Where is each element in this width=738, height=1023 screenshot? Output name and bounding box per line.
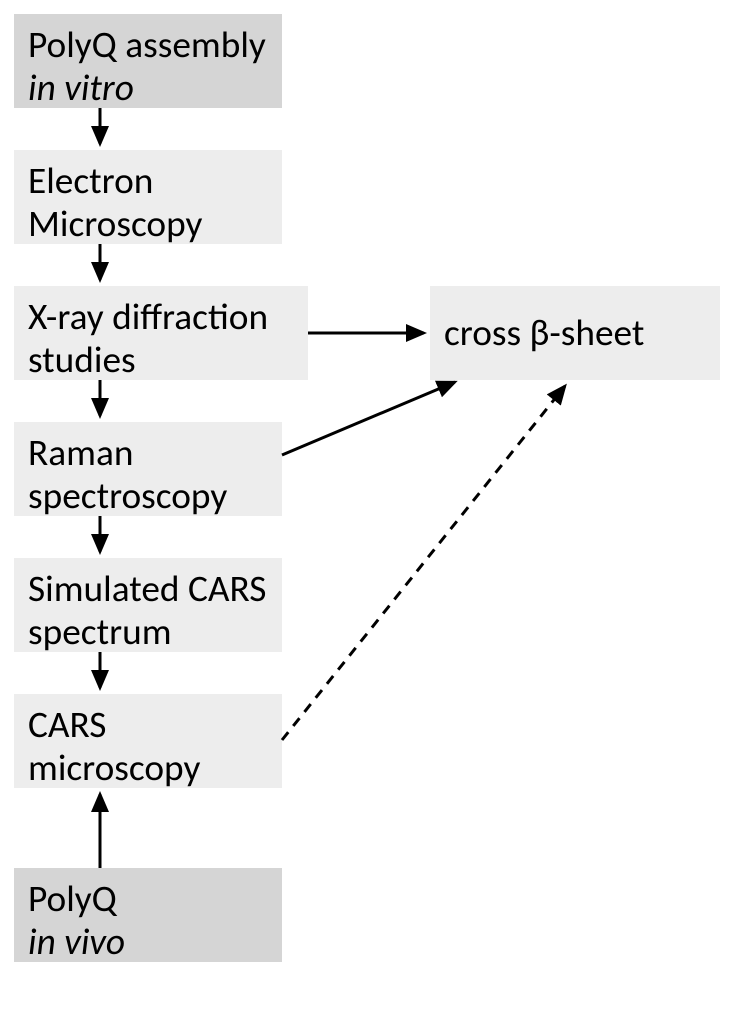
node-label-line1: X-ray diffraction (28, 294, 268, 340)
node-raman-spectroscopy: Raman spectroscopy (14, 422, 282, 516)
node-label-line2: in vivo (28, 919, 125, 965)
node-label-line1: CARS (28, 702, 106, 748)
node-cross-beta-sheet: cross β-sheet (430, 286, 720, 380)
node-label-line2: studies (28, 337, 136, 383)
node-label-line1: Raman (28, 430, 133, 476)
node-label-line1: Simulated CARS (28, 566, 266, 612)
node-label-line2: spectrum (28, 609, 172, 655)
node-electron-microscopy: Electron Microscopy (14, 150, 282, 244)
node-xray-diffraction: X-ray diffraction studies (14, 286, 308, 380)
node-label-line1: Electron (28, 158, 153, 204)
arrow-n5-n7 (282, 386, 565, 740)
node-label-line1: PolyQ (28, 876, 117, 922)
node-simulated-cars: Simulated CARS spectrum (14, 558, 282, 652)
node-polyq-invitro: PolyQ assembly in vitro (14, 14, 282, 108)
node-label-line2: microscopy (28, 745, 200, 791)
node-label-line1: cross β-sheet (444, 310, 644, 356)
node-label-line2: Microscopy (28, 201, 202, 247)
node-cars-microscopy: CARS microscopy (14, 694, 282, 788)
node-label-line1: PolyQ assembly (28, 22, 266, 68)
node-label-line2: in vitro (28, 65, 134, 111)
arrow-n3-n7 (282, 382, 455, 455)
node-polyq-invivo: PolyQ in vivo (14, 868, 282, 962)
node-label-line2: spectroscopy (28, 473, 227, 519)
